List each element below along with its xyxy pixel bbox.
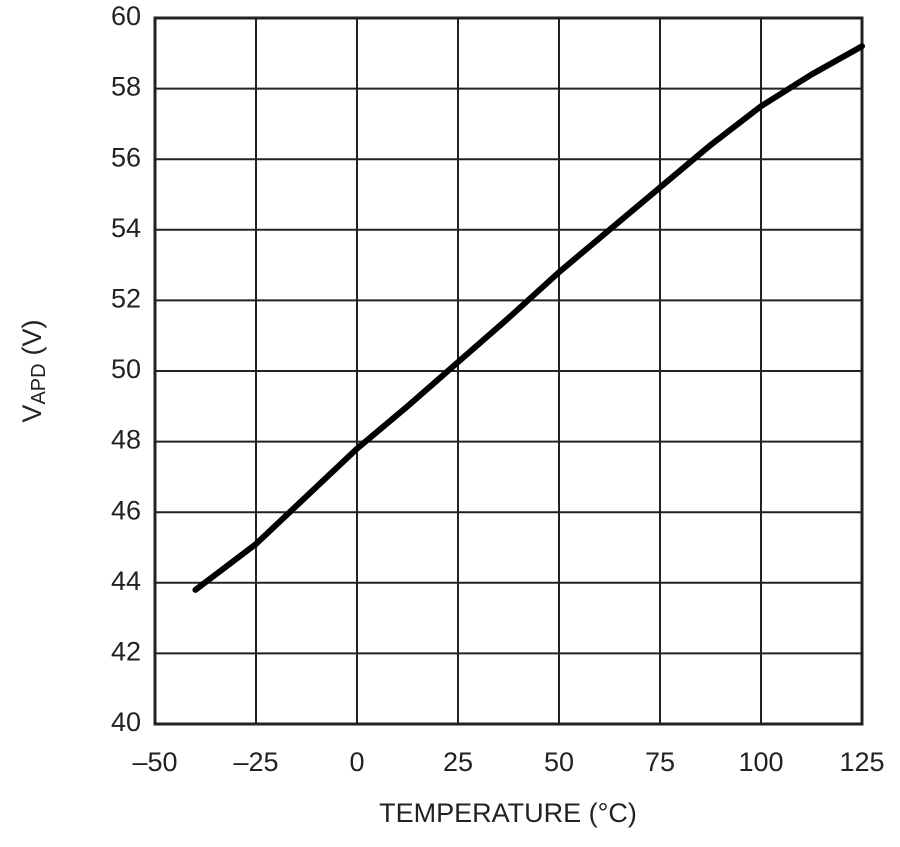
- y-tick-label: 60: [111, 1, 141, 31]
- x-tick-label: –50: [132, 747, 177, 777]
- y-tick-label: 40: [111, 707, 141, 737]
- y-tick-label: 44: [111, 566, 141, 596]
- x-tick-label: 100: [738, 747, 783, 777]
- y-axis-label: VAPD (V): [17, 319, 50, 422]
- y-tick-label: 46: [111, 495, 141, 525]
- x-tick-label: 25: [443, 747, 473, 777]
- y-tick-label: 58: [111, 72, 141, 102]
- plot-frame: [153, 16, 864, 726]
- y-label-unit: (V): [17, 319, 47, 355]
- y-label-main: V: [17, 405, 47, 423]
- data-line: [192, 43, 865, 593]
- x-tick-label: 125: [839, 747, 884, 777]
- x-tick-label: 75: [645, 747, 675, 777]
- y-tick-label: 50: [111, 354, 141, 384]
- y-label-sub: APD: [28, 363, 50, 404]
- y-tick-label: 56: [111, 142, 141, 172]
- x-tick-label: 50: [544, 747, 574, 777]
- y-tick-label: 48: [111, 425, 141, 455]
- y-tick-label: 54: [111, 213, 141, 243]
- y-tick-label: 42: [111, 637, 141, 667]
- x-tick-label: –25: [233, 747, 278, 777]
- x-axis-label: TEMPERATURE (°C): [379, 798, 637, 828]
- x-tick-label: 0: [349, 747, 364, 777]
- y-tick-label: 52: [111, 284, 141, 314]
